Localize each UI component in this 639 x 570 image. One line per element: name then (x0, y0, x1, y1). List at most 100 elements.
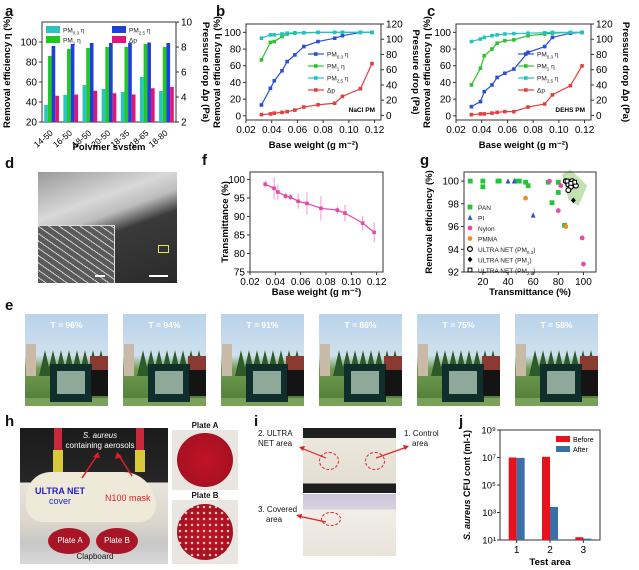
transmittance-photo: T = 86% (319, 314, 402, 406)
arrow-control (375, 446, 408, 459)
sample-frame (344, 364, 386, 402)
arrow-ultra-net (300, 447, 327, 459)
bar-pm1 (67, 49, 71, 122)
plate-a-title: Plate A (191, 421, 219, 430)
y2-tick-label: 8 (181, 43, 187, 54)
plot-frame (463, 171, 597, 273)
hand-shadow (385, 370, 402, 396)
tube-right (136, 428, 144, 466)
data-point-pm1 (490, 47, 494, 51)
transmittance-label: T = 58% (540, 320, 573, 330)
bar-pm03 (159, 91, 163, 122)
sample-frame (246, 364, 288, 402)
bar-before (575, 537, 584, 540)
data-point-transmittance (288, 195, 293, 199)
y-tick-label: 0 (445, 111, 451, 122)
data-point-p (293, 108, 297, 112)
data-point-pm03 (526, 50, 530, 55)
x-tick-label: 0.06 (288, 125, 308, 136)
legend-label: ULTRA NET (PM1) (478, 258, 532, 266)
x-tick-label: 0.06 (498, 125, 518, 136)
data-point-pm25 (268, 33, 273, 37)
ultra-net-film (547, 371, 575, 394)
aerosol-label-species: S. aureus (82, 431, 118, 440)
panel-letter-h: h (5, 413, 15, 430)
data-point-ultranetpm25 (568, 180, 574, 186)
mask-top-photo (303, 428, 396, 493)
x-tick-label: 0.02 (446, 125, 466, 136)
legend-marker (524, 64, 528, 68)
data-point-pm03 (490, 83, 494, 87)
data-point-p (285, 109, 289, 114)
data-point-transmittance (305, 201, 309, 206)
panel-letter-i: i (254, 413, 259, 430)
data-point-pmma (563, 224, 569, 229)
brick-building (482, 356, 500, 372)
label-control-area-line2: area (412, 439, 429, 448)
hand-shadow (287, 370, 304, 396)
data-point-pm25 (272, 33, 277, 37)
plate-b-label: Plate B (104, 536, 130, 545)
panel-letter-c: c (427, 3, 436, 20)
panel-letter-g: g (420, 152, 430, 169)
x-tick-label: 1 (514, 545, 520, 556)
x-tick-label: 2 (547, 545, 553, 556)
y2-tick-label: 80 (596, 50, 608, 61)
data-point-p (503, 109, 507, 114)
data-point-p (280, 110, 284, 115)
legend-marker (314, 52, 318, 56)
data-point-transmittance (276, 190, 280, 194)
y-tick-label: 10⁵ (481, 481, 496, 492)
data-point-p (495, 110, 499, 115)
data-point-nylon (558, 183, 564, 189)
y2-axis-label: Pressure drop Δp (Pa) (620, 22, 631, 122)
legend-marker (524, 52, 528, 56)
data-point-p (550, 93, 555, 97)
y2-tick-label: 2 (181, 118, 187, 129)
data-point-transmittance (272, 186, 276, 191)
bar-pm25 (70, 44, 75, 122)
y2-tick-label: 100 (386, 35, 403, 46)
plot-frame (245, 23, 382, 121)
y-tick-label: 90 (234, 212, 246, 223)
panel-letter-b: b (216, 3, 226, 20)
data-point-pm03 (495, 75, 499, 80)
data-point-pm25 (490, 33, 494, 38)
data-point-p (268, 112, 273, 116)
data-point-pm1 (526, 33, 530, 38)
data-point-pm25 (580, 30, 584, 35)
legend-swatch (112, 36, 126, 43)
x-tick-label: 0.12 (575, 125, 595, 136)
plate-a-photo (172, 430, 238, 490)
data-point-pm03 (293, 53, 297, 57)
arrow-right (117, 453, 133, 477)
data-point-pm25 (293, 30, 297, 35)
data-point-p (340, 94, 345, 99)
y-tick-label: 92 (448, 268, 460, 279)
arrowhead-control (403, 445, 409, 450)
x-axis-label: Base weight (g m⁻²) (479, 140, 568, 150)
nozzle-left (53, 450, 63, 472)
x-tick-label: 0.02 (240, 277, 260, 288)
y-tick-label: 80 (26, 58, 38, 69)
y-tick-label: 0 (235, 111, 241, 122)
building-tower (320, 344, 330, 376)
y2-axis-label: Pressure drop (Pa) (410, 30, 421, 115)
data-point-pm25 (302, 30, 306, 35)
legend-label: Δp (129, 38, 137, 45)
x-axis-label: Base weight (g m⁻²) (272, 287, 361, 298)
x-tick-label: 0.10 (549, 125, 569, 136)
bar-pm25 (51, 46, 56, 122)
legend-marker (467, 214, 473, 220)
panel-letter-d: d (5, 155, 15, 172)
ultra-net-film (253, 371, 281, 394)
building-tower (26, 344, 36, 376)
data-point-pm25 (358, 30, 363, 35)
aerosol-label: S. aureus containing aerosols (60, 431, 140, 451)
y-axis-label: S. aureus CFU cont (ml-1) (462, 430, 472, 540)
data-point-p (580, 64, 584, 68)
y-tick-label: 85 (234, 230, 246, 241)
panel-i-arrows (296, 445, 409, 523)
data-point-transmittance (319, 206, 323, 211)
y-tick-label: 100 (434, 28, 451, 39)
